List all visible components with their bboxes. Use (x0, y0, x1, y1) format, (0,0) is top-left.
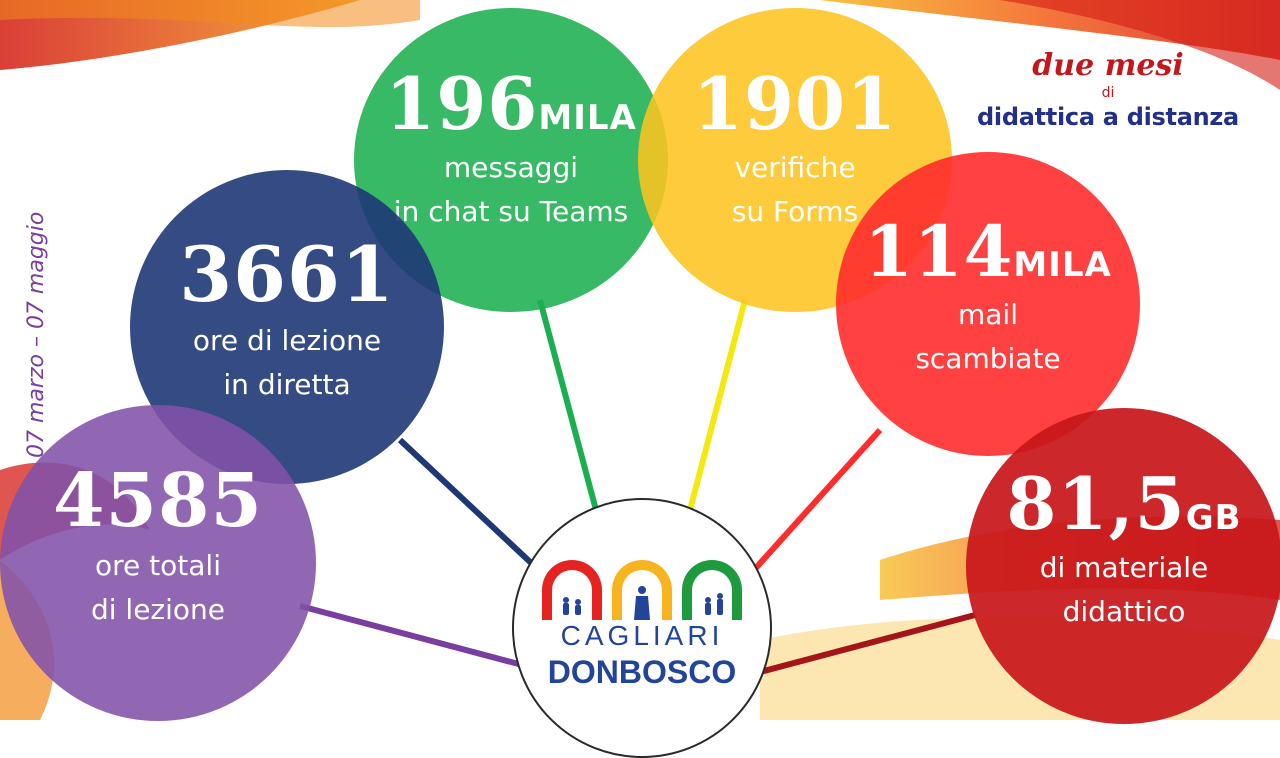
stat-desc-line2: di lezione (90, 593, 226, 626)
arches-icon (542, 560, 742, 620)
title-line1: due mesi (1032, 48, 1184, 83)
stat-desc-line2: scambiate (915, 342, 1061, 375)
stat-desc-line1: verifiche (734, 151, 856, 184)
stat-desc-line1: ore di lezione (192, 324, 382, 357)
title-line2: di (1101, 85, 1115, 101)
stat-number: 3661 (179, 230, 395, 319)
line-green (537, 299, 599, 511)
stat-circle-mail: 114MILA mail scambiate (836, 152, 1140, 456)
stat-desc-line2: su Forms (731, 195, 859, 228)
stat-desc-line2: didattico (1062, 595, 1186, 628)
logo-line2: DONBOSCO (547, 654, 737, 690)
line-red (742, 427, 883, 583)
stat-number: 196 (385, 61, 539, 146)
logo-line1: CAGLIARI (560, 620, 724, 651)
stat-number: 1901 (692, 61, 898, 146)
date-range-label: 07 marzo – 07 maggio (24, 211, 49, 458)
stat-desc-line1: di materiale (1039, 551, 1209, 584)
stat-number: 4585 (53, 458, 263, 544)
stat-unit: MILA (538, 98, 637, 138)
line-darkred (759, 612, 976, 675)
stat-unit: GB (1185, 498, 1242, 538)
cagliari-donbosco-logo: CAGLIARI DONBOSCO (512, 498, 772, 758)
stat-desc-line1: messaggi (443, 151, 579, 184)
stat-desc-line2: in diretta (223, 368, 351, 401)
stat-desc-line1: ore totali (95, 549, 221, 582)
stat-unit: MILA (1013, 245, 1112, 285)
stat-circle-material: 81,5GB di materiale didattico (966, 408, 1280, 724)
stat-number: 81,5 (1006, 461, 1186, 546)
stat-desc-line2: in chat su Teams (393, 195, 629, 228)
stat-desc-line1: mail (958, 298, 1018, 331)
line-yellow (687, 299, 748, 511)
stat-circle-total-hours: 4585 ore totali di lezione (0, 405, 316, 721)
title-block: due mesi di didattica a distanza (948, 48, 1268, 131)
title-line3: didattica a distanza (977, 103, 1239, 131)
stat-number: 114 (864, 210, 1014, 293)
